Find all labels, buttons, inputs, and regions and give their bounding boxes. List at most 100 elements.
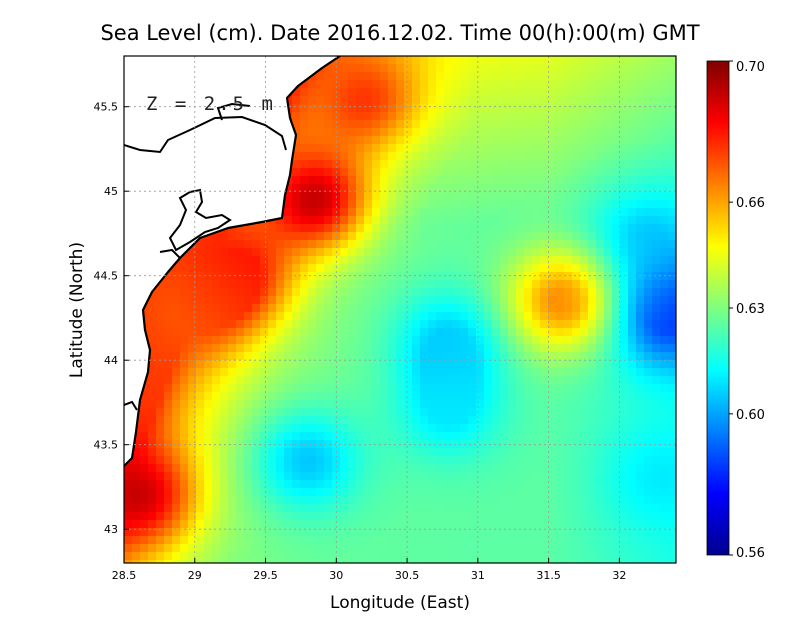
field-cell xyxy=(308,176,317,185)
field-cell xyxy=(324,320,333,329)
field-cell xyxy=(532,120,541,129)
field-cell xyxy=(628,96,637,105)
field-cell xyxy=(420,464,429,473)
field-cell xyxy=(628,64,637,73)
field-cell xyxy=(636,304,645,313)
field-cell xyxy=(516,488,525,497)
field-cell xyxy=(324,216,333,225)
field-cell xyxy=(164,344,173,353)
field-cell xyxy=(660,256,669,265)
field-cell xyxy=(436,504,445,513)
field-cell xyxy=(356,336,365,345)
field-cell xyxy=(604,208,613,217)
field-cell xyxy=(188,336,197,345)
x-tick-label: 32 xyxy=(612,569,626,582)
field-cell xyxy=(484,456,493,465)
field-cell xyxy=(220,336,229,345)
field-cell xyxy=(380,144,389,153)
field-cell xyxy=(204,248,213,257)
field-cell xyxy=(284,440,293,449)
field-cell xyxy=(404,184,413,193)
field-cell xyxy=(356,136,365,145)
field-cell xyxy=(476,152,485,161)
field-cell xyxy=(596,80,605,89)
field-cell xyxy=(332,136,341,145)
field-cell xyxy=(580,280,589,289)
field-cell xyxy=(396,168,405,177)
field-cell xyxy=(228,432,237,441)
field-cell xyxy=(644,224,653,233)
field-cell xyxy=(548,448,557,457)
field-cell xyxy=(668,408,676,417)
field-cell xyxy=(292,400,301,409)
field-cell xyxy=(476,112,485,121)
field-cell xyxy=(348,168,357,177)
field-cell xyxy=(508,496,517,505)
field-cell xyxy=(372,80,381,89)
field-cell xyxy=(356,480,365,489)
field-cell xyxy=(652,72,661,81)
field-cell xyxy=(244,456,253,465)
field-cell xyxy=(412,552,421,561)
field-cell xyxy=(212,256,221,265)
field-cell xyxy=(524,488,533,497)
field-cell xyxy=(524,240,533,249)
field-cell xyxy=(468,184,477,193)
field-cell xyxy=(428,504,437,513)
field-cell xyxy=(564,72,573,81)
field-cell xyxy=(596,64,605,73)
field-cell xyxy=(284,560,293,563)
field-cell xyxy=(500,320,509,329)
field-cell xyxy=(452,216,461,225)
field-cell xyxy=(468,512,477,521)
field-cell xyxy=(452,168,461,177)
field-cell xyxy=(284,232,293,241)
field-cell xyxy=(620,96,629,105)
field-cell xyxy=(588,80,597,89)
field-cell xyxy=(660,152,669,161)
field-cell xyxy=(628,152,637,161)
field-cell xyxy=(156,488,165,497)
field-cell xyxy=(660,208,669,217)
field-cell xyxy=(612,464,621,473)
field-cell xyxy=(572,152,581,161)
field-cell xyxy=(532,512,541,521)
field-cell xyxy=(148,512,157,521)
field-cell xyxy=(508,216,517,225)
field-cell xyxy=(620,264,629,273)
field-cell xyxy=(468,408,477,417)
field-cell xyxy=(604,72,613,81)
field-cell xyxy=(444,168,453,177)
field-cell xyxy=(620,216,629,225)
field-cell xyxy=(388,264,397,273)
field-cell xyxy=(492,544,501,553)
field-cell xyxy=(628,520,637,529)
field-cell xyxy=(236,248,245,257)
field-cell xyxy=(556,328,565,337)
field-cell xyxy=(468,128,477,137)
field-cell xyxy=(156,504,165,513)
field-cell xyxy=(316,424,325,433)
field-cell xyxy=(324,296,333,305)
field-cell xyxy=(580,176,589,185)
field-cell xyxy=(572,416,581,425)
field-cell xyxy=(212,544,221,553)
field-cell xyxy=(348,368,357,377)
field-cell xyxy=(412,80,421,89)
field-cell xyxy=(244,416,253,425)
field-cell xyxy=(468,272,477,281)
field-cell xyxy=(180,416,189,425)
field-cell xyxy=(452,328,461,337)
field-cell xyxy=(308,440,317,449)
field-cell xyxy=(212,456,221,465)
field-cell xyxy=(452,288,461,297)
field-cell xyxy=(276,440,285,449)
field-cell xyxy=(180,528,189,537)
field-cell xyxy=(316,320,325,329)
field-cell xyxy=(348,472,357,481)
field-cell xyxy=(660,400,669,409)
field-cell xyxy=(596,464,605,473)
field-cell xyxy=(596,256,605,265)
field-cell xyxy=(444,280,453,289)
field-cell xyxy=(428,120,437,129)
